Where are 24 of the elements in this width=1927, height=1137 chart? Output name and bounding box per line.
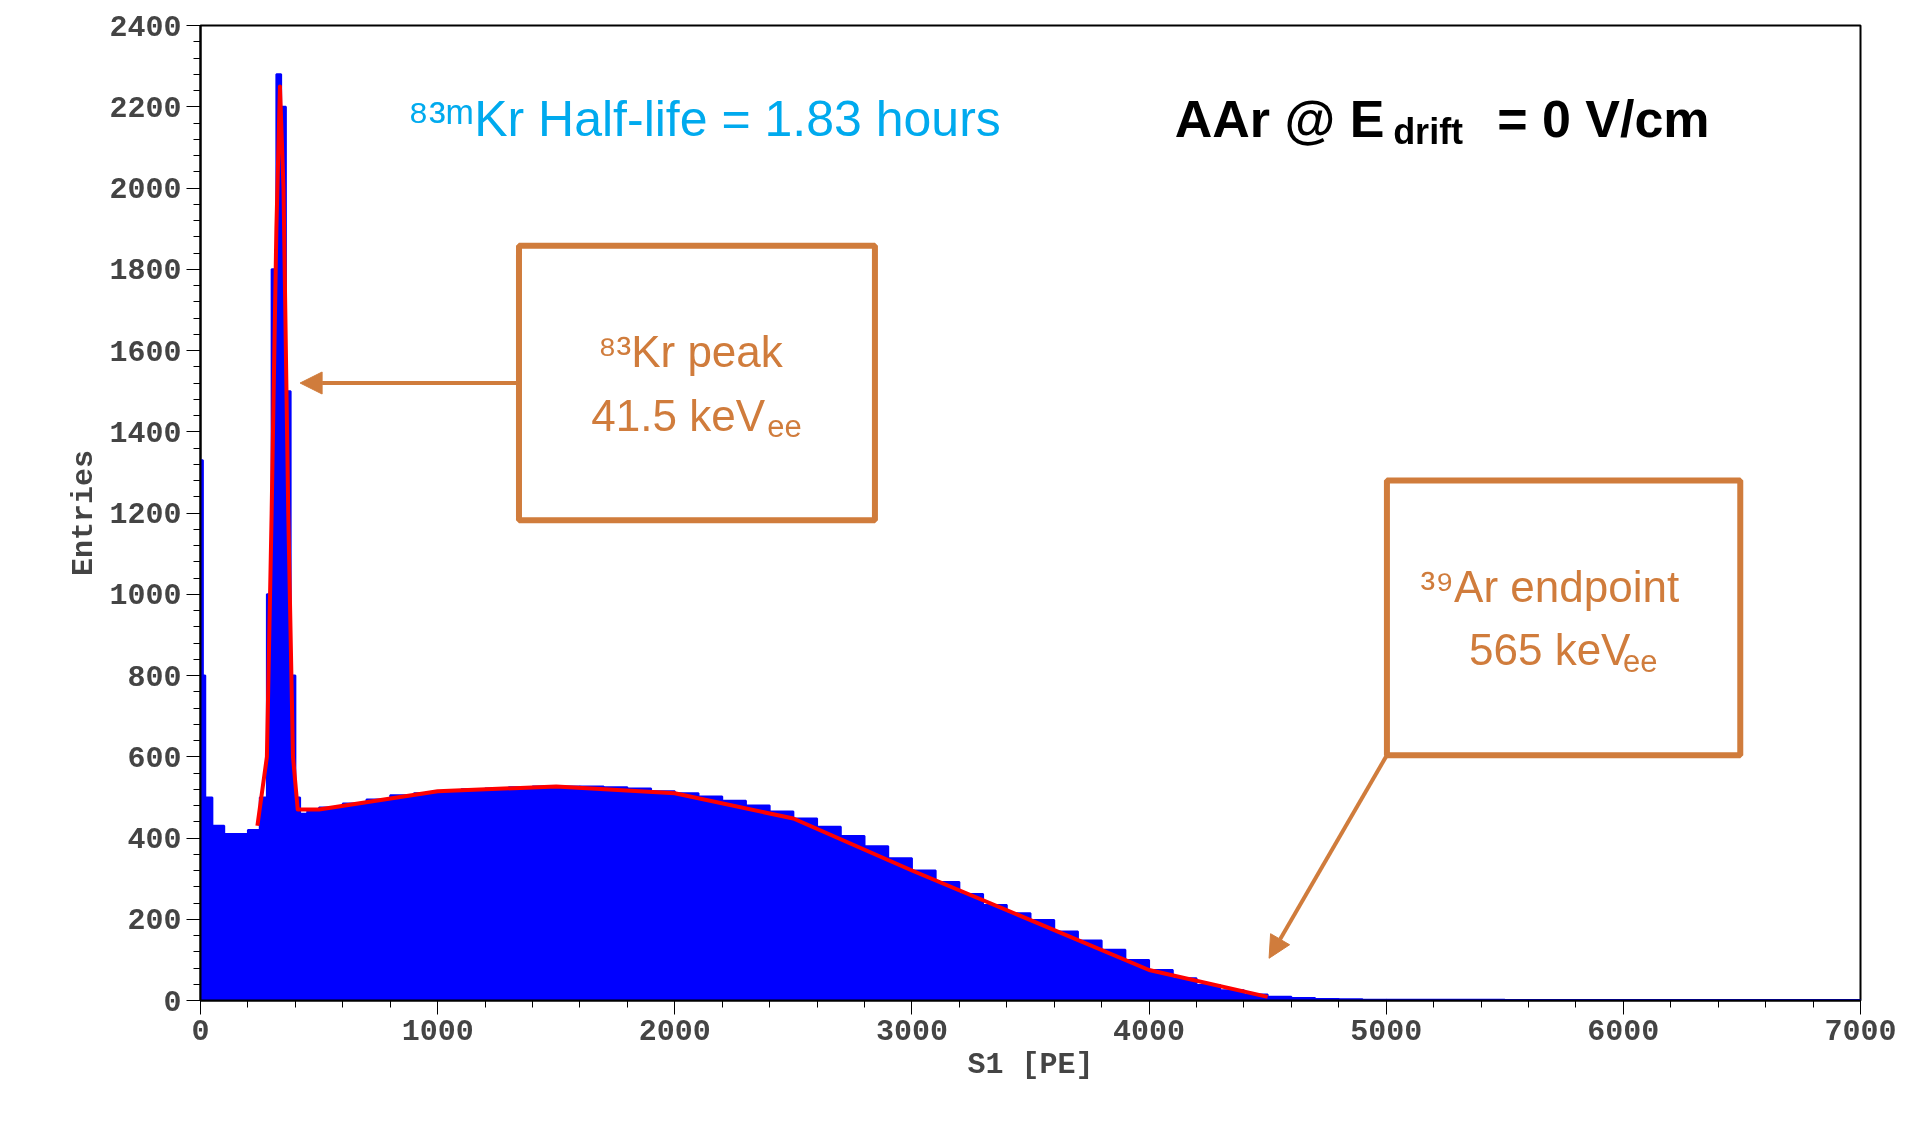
y-tick-label: 1800 <box>109 254 182 289</box>
y-tick-label: 800 <box>127 660 182 695</box>
y-tick-label: 0 <box>163 985 182 1020</box>
x-axis-title: S1 [PE] <box>967 1047 1094 1082</box>
x-tick-label: 3000 <box>875 1014 948 1049</box>
y-axis-title: Entries <box>67 449 102 577</box>
y-tick-label: 2200 <box>109 91 182 126</box>
y-tick-label: 1000 <box>109 579 182 614</box>
x-tick-label: 5000 <box>1350 1014 1423 1049</box>
y-tick-label: 600 <box>127 741 182 776</box>
y-tick-label: 200 <box>127 904 182 939</box>
x-tick-label: 6000 <box>1587 1014 1660 1049</box>
x-tick-label: 7000 <box>1824 1014 1897 1049</box>
x-tick-label: 2000 <box>638 1014 711 1049</box>
y-tick-label: 400 <box>127 823 182 857</box>
y-tick-label: 2000 <box>109 173 182 207</box>
y-tick-label: 1400 <box>109 416 182 451</box>
x-tick-label: 1000 <box>401 1014 474 1049</box>
y-tick-label: 1600 <box>109 335 182 370</box>
x-tick-label: 4000 <box>1113 1014 1186 1049</box>
annotation: ⁸³ᵐKr Half-life = 1.83 hours <box>407 90 1001 147</box>
x-tick-label: 0 <box>191 1014 210 1049</box>
y-tick-label: 1200 <box>109 498 182 532</box>
y-tick-label: 2400 <box>109 10 182 45</box>
